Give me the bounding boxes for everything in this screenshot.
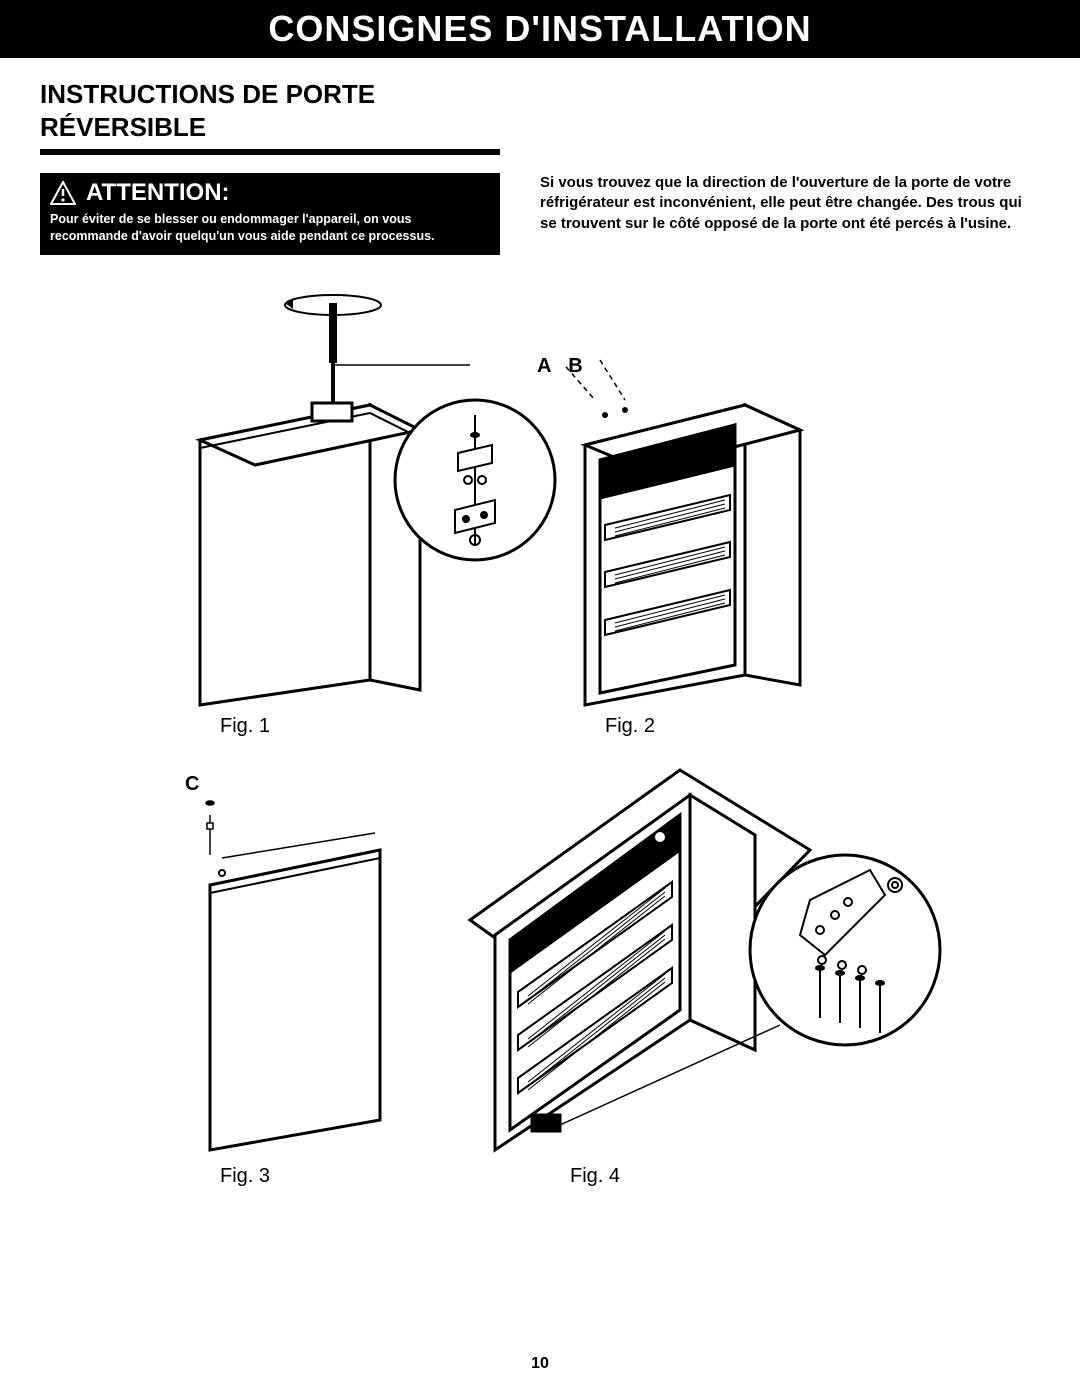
section-title-wrap: INSTRUCTIONS DE PORTE RÉVERSIBLE (40, 78, 500, 155)
section-title: INSTRUCTIONS DE PORTE RÉVERSIBLE (40, 78, 500, 149)
fig3-label: Fig. 3 (220, 1165, 270, 1188)
banner-title: CONSIGNES D'INSTALLATION (268, 8, 811, 49)
attention-body: Pour éviter de se blesser ou endommager … (50, 211, 490, 245)
attention-box: ATTENTION: Pour éviter de se blesser ou … (40, 173, 500, 255)
figure-4 (440, 760, 960, 1170)
attention-heading: ATTENTION: (86, 179, 230, 207)
section-title-line2: RÉVERSIBLE (40, 112, 206, 142)
content: INSTRUCTIONS DE PORTE RÉVERSIBLE ATTENTI… (0, 58, 1080, 1285)
figure-1 (140, 285, 560, 725)
fig1-label: Fig. 1 (220, 715, 270, 738)
fig2-label: Fig. 2 (605, 715, 655, 738)
fig4-label: Fig. 4 (570, 1165, 620, 1188)
banner: CONSIGNES D'INSTALLATION (0, 0, 1080, 58)
title-rule (40, 149, 500, 155)
intro-text: Si vous trouvez que la direction de l'ou… (540, 173, 1040, 255)
warning-triangle-icon (50, 181, 76, 205)
figures-area: A B (40, 285, 1040, 1285)
two-col: ATTENTION: Pour éviter de se blesser ou … (40, 173, 1040, 255)
section-title-line1: INSTRUCTIONS DE PORTE (40, 79, 375, 109)
figure-2 (565, 350, 865, 720)
figure-3 (175, 785, 435, 1175)
page-number: 10 (0, 1355, 1080, 1373)
attention-heading-row: ATTENTION: (50, 179, 490, 211)
